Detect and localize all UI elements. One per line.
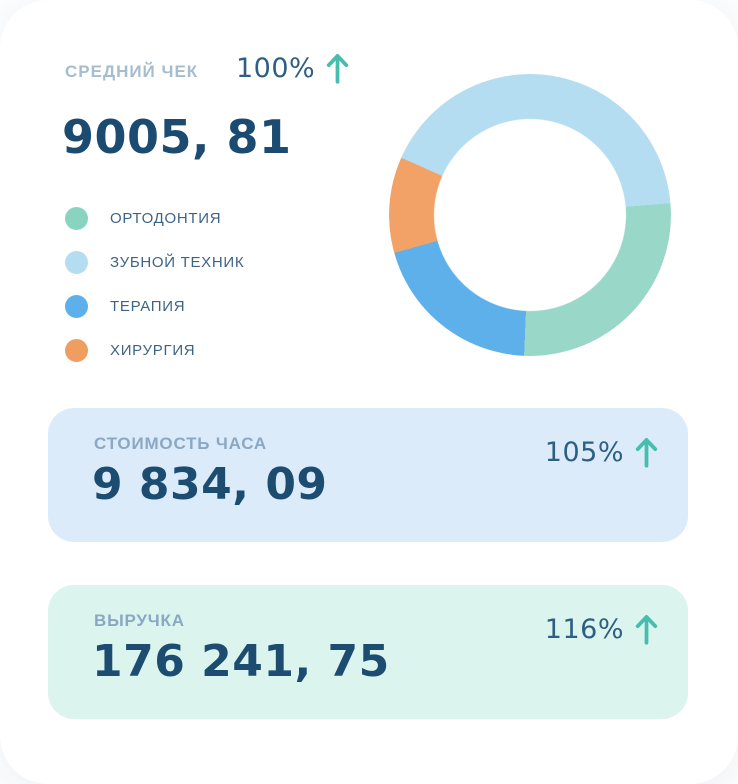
legend-label: ОРТОДОНТИЯ (110, 209, 222, 227)
arrow-up-icon (327, 53, 349, 84)
legend-item-dental-technician: ЗУБНОЙ ТЕХНИК (65, 240, 244, 284)
legend-dot (65, 338, 88, 362)
stat-card-cost-per-hour: СТОИМОСТЬ ЧАСА 9 834, 09 105% (48, 408, 688, 542)
average-check-label: СРЕДНИЙ ЧЕК (65, 62, 199, 81)
stat-card-percent: 105% (544, 437, 624, 468)
donut-chart (389, 74, 671, 356)
legend-label: ХИРУРГИЯ (110, 341, 196, 359)
average-check-value: 9005, 81 (62, 110, 292, 164)
legend-dot (65, 250, 88, 274)
legend-label: ТЕРАПИЯ (110, 297, 186, 315)
arrow-up-icon (635, 437, 658, 468)
stat-card-value: 176 241, 75 (92, 636, 390, 687)
legend-label: ЗУБНОЙ ТЕХНИК (110, 253, 245, 271)
average-check-trend: 100% (236, 52, 351, 85)
average-check-percent: 100% (236, 53, 316, 84)
stat-card-label: СТОИМОСТЬ ЧАСА (94, 434, 267, 453)
stat-card-revenue: ВЫРУЧКА 176 241, 75 116% (48, 585, 688, 719)
legend-item-surgery: ХИРУРГИЯ (65, 328, 244, 372)
arrow-up-icon (635, 614, 658, 645)
stat-card-value: 9 834, 09 (92, 459, 328, 510)
stat-card-label: ВЫРУЧКА (94, 611, 185, 630)
legend-item-therapy: ТЕРАПИЯ (65, 284, 244, 328)
stat-card-trend: 116% (545, 613, 660, 646)
legend-dot (65, 206, 88, 230)
chart-legend: ОРТОДОНТИЯ ЗУБНОЙ ТЕХНИК ТЕРАПИЯ ХИРУРГИ… (65, 196, 244, 372)
legend-dot (65, 294, 88, 318)
stat-card-trend: 105% (545, 436, 660, 469)
stat-card-percent: 116% (544, 614, 624, 645)
legend-item-orthodontics: ОРТОДОНТИЯ (65, 196, 244, 240)
